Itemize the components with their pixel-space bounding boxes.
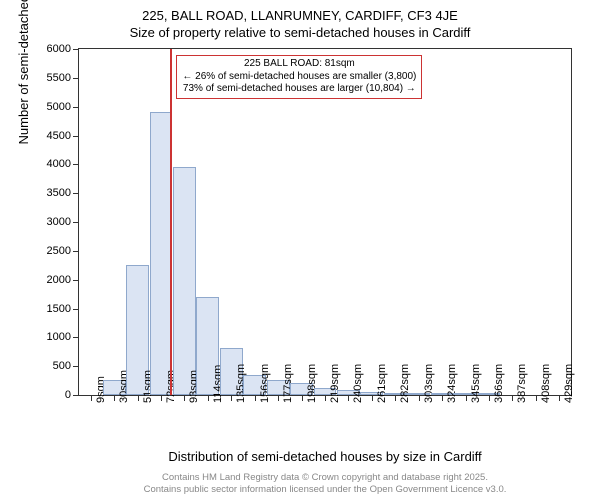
- x-tick: [348, 395, 349, 401]
- x-tick-label: 282sqm: [399, 364, 411, 403]
- credit-line-1: Contains HM Land Registry data © Crown c…: [78, 472, 572, 484]
- x-tick: [91, 395, 92, 401]
- chart-container: 225, BALL ROAD, LLANRUMNEY, CARDIFF, CF3…: [0, 0, 600, 500]
- x-tick-label: 345sqm: [470, 364, 482, 403]
- x-tick: [442, 395, 443, 401]
- title-line-2: Size of property relative to semi-detach…: [0, 25, 600, 42]
- credit-line-2: Contains public sector information licen…: [78, 484, 572, 496]
- x-tick-label: 324sqm: [446, 364, 458, 403]
- y-tick-label: 1000: [47, 331, 71, 343]
- x-tick-label: 387sqm: [516, 364, 528, 403]
- y-tick: [73, 193, 79, 194]
- x-tick-label: 303sqm: [423, 364, 435, 403]
- annotation-line-3: 73% of semi-detached houses are larger (…: [182, 83, 416, 96]
- annotation-box: 225 BALL ROAD: 81sqm← 26% of semi-detach…: [176, 55, 422, 99]
- title-line-1: 225, BALL ROAD, LLANRUMNEY, CARDIFF, CF3…: [0, 8, 600, 25]
- x-tick-label: 240sqm: [352, 364, 364, 403]
- y-tick-label: 4000: [47, 158, 71, 170]
- x-tick: [184, 395, 185, 401]
- y-tick-label: 2000: [47, 274, 71, 286]
- x-tick: [559, 395, 560, 401]
- y-tick-label: 2500: [47, 245, 71, 257]
- y-tick-label: 500: [53, 360, 71, 372]
- y-tick: [73, 366, 79, 367]
- x-tick-label: 198sqm: [306, 364, 318, 403]
- x-tick: [466, 395, 467, 401]
- x-tick: [512, 395, 513, 401]
- x-tick-label: 429sqm: [563, 364, 575, 403]
- x-tick: [138, 395, 139, 401]
- x-tick: [302, 395, 303, 401]
- x-tick: [489, 395, 490, 401]
- y-tick-label: 3500: [47, 187, 71, 199]
- x-tick: [231, 395, 232, 401]
- y-tick-label: 0: [65, 389, 71, 401]
- x-tick: [114, 395, 115, 401]
- y-tick: [73, 78, 79, 79]
- x-tick: [419, 395, 420, 401]
- y-tick: [73, 251, 79, 252]
- x-tick-label: 408sqm: [540, 364, 552, 403]
- y-tick-label: 6000: [47, 43, 71, 55]
- annotation-line-2: ← 26% of semi-detached houses are smalle…: [182, 71, 416, 84]
- y-tick-label: 5500: [47, 72, 71, 84]
- plot-area: 0500100015002000250030003500400045005000…: [78, 48, 572, 396]
- y-tick: [73, 136, 79, 137]
- y-tick: [73, 164, 79, 165]
- histogram-bar: [150, 112, 173, 395]
- x-tick: [536, 395, 537, 401]
- y-tick: [73, 49, 79, 50]
- histogram-bar: [173, 167, 196, 395]
- x-tick: [372, 395, 373, 401]
- x-tick: [255, 395, 256, 401]
- x-tick: [278, 395, 279, 401]
- y-tick-label: 1500: [47, 303, 71, 315]
- chart-title: 225, BALL ROAD, LLANRUMNEY, CARDIFF, CF3…: [0, 0, 600, 42]
- y-tick: [73, 107, 79, 108]
- y-tick: [73, 222, 79, 223]
- y-tick: [73, 280, 79, 281]
- y-tick-label: 5000: [47, 101, 71, 113]
- x-tick: [161, 395, 162, 401]
- y-tick: [73, 309, 79, 310]
- x-tick: [395, 395, 396, 401]
- x-tick-label: 366sqm: [493, 364, 505, 403]
- x-tick: [325, 395, 326, 401]
- y-tick: [73, 337, 79, 338]
- x-tick: [208, 395, 209, 401]
- x-tick-label: 219sqm: [329, 364, 341, 403]
- y-tick-label: 4500: [47, 130, 71, 142]
- y-tick: [73, 395, 79, 396]
- x-axis-label: Distribution of semi-detached houses by …: [78, 449, 572, 464]
- annotation-line-1: 225 BALL ROAD: 81sqm: [182, 58, 416, 71]
- y-axis-label: Number of semi-detached properties: [16, 0, 31, 145]
- credit-text: Contains HM Land Registry data © Crown c…: [78, 472, 572, 496]
- x-tick-label: 261sqm: [376, 364, 388, 403]
- marker-line: [170, 49, 172, 395]
- y-tick-label: 3000: [47, 216, 71, 228]
